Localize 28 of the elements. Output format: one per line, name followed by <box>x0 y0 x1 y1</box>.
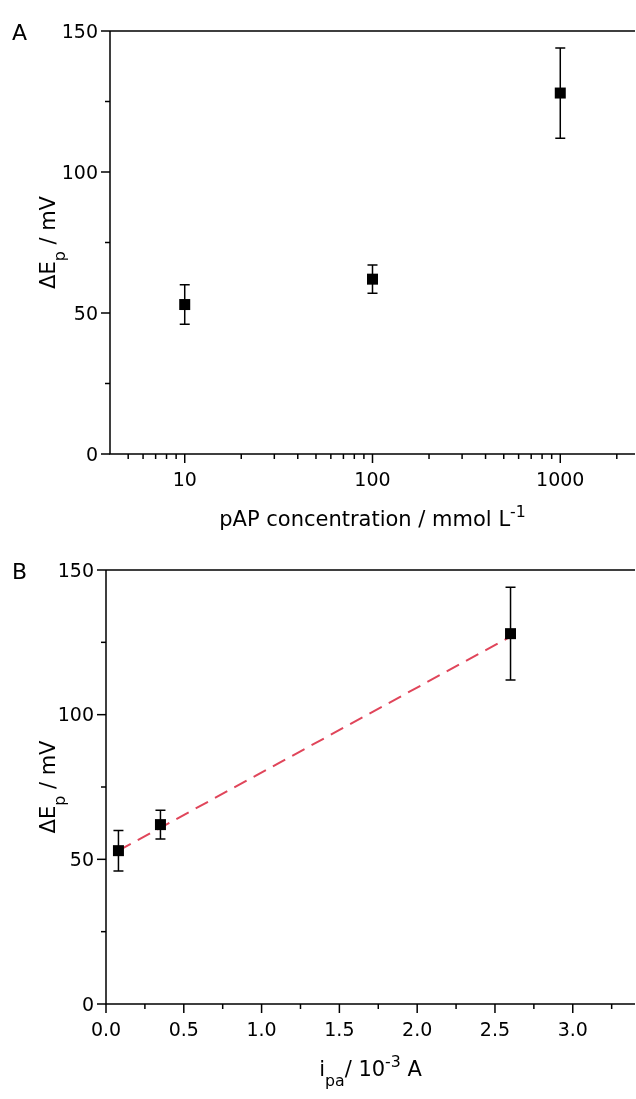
y-tick-label: 50 <box>73 301 98 324</box>
y-tick-label: 0 <box>81 992 94 1015</box>
point <box>554 87 566 99</box>
y-tick-label: 150 <box>57 558 94 581</box>
y-tick-label: 50 <box>69 847 94 870</box>
x-axis-title: i$_{pa}$/ 10$^{-3}$ A <box>319 1051 423 1090</box>
x-tick-label: 10 <box>172 468 197 490</box>
point <box>367 273 378 285</box>
x-tick-label: 0.5 <box>168 1018 199 1040</box>
x-tick-label: 2.5 <box>479 1018 511 1040</box>
x-axis-title: pAP concentration / mmol L$^{-1}$ <box>219 501 526 531</box>
point <box>505 628 517 640</box>
x-tick-label: 1.0 <box>246 1018 277 1040</box>
x-tick-label: 0.0 <box>90 1018 122 1040</box>
x-tick-label: 100 <box>354 468 391 490</box>
point <box>179 299 191 311</box>
y-tick-label: 100 <box>61 160 98 183</box>
y-tick-label: 150 <box>61 19 98 42</box>
y-tick-label: 0 <box>85 442 98 465</box>
x-tick-label: 3.0 <box>557 1018 588 1040</box>
x-tick-label: 1.5 <box>324 1018 355 1040</box>
y-tick-label: 100 <box>57 703 94 726</box>
x-tick-label: 1000 <box>536 468 585 490</box>
chart-title: A <box>12 20 28 45</box>
point <box>154 819 166 831</box>
x-tick-label: 2.0 <box>402 1018 433 1040</box>
point <box>112 845 124 857</box>
chart-title: B <box>12 559 28 584</box>
